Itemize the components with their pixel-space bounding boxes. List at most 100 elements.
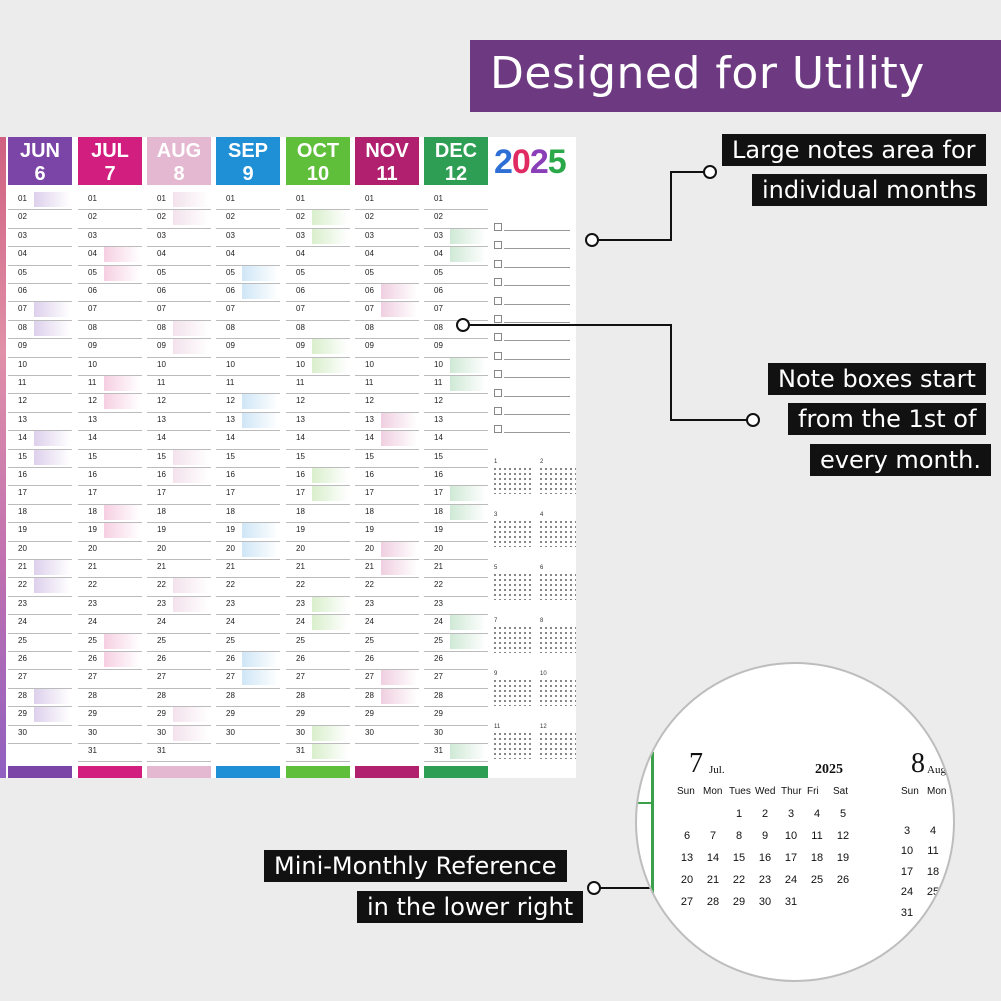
day-row: 04 [78,246,142,266]
month-number: 9 [242,163,254,185]
day-row: 15 [355,449,419,468]
day-row: 22 [216,577,280,597]
day-note-box [104,542,140,557]
day-note-box [312,596,348,612]
day-note-box [173,247,209,262]
day-note-box [104,229,140,244]
day-row: 07 [424,301,488,321]
day-note-box [104,302,140,317]
day-number: 15 [18,451,27,461]
date-cell: 9 [761,830,769,842]
day-number: 18 [365,506,374,516]
dec-column-line [637,802,654,804]
day-row: 05 [78,265,142,284]
day-note-box [312,192,348,207]
day-number: 26 [226,654,235,663]
zoom-month-b-number: 8 [911,748,925,779]
day-number: 04 [18,249,27,259]
day-note-box [450,652,486,667]
mini-month-dates [540,627,576,653]
weekday-label: Fri [807,786,819,797]
day-note-box [34,302,70,318]
day-note-box [450,468,486,483]
day-row: 04 [147,246,211,266]
note-rule [504,340,570,342]
day-note-box [242,486,278,501]
day-row: 20 [8,541,72,560]
day-number: 17 [18,488,27,498]
note-line [494,258,570,270]
day-note-box [34,578,70,594]
note-checkbox [494,241,502,250]
note-rule [504,266,570,268]
month-number: 11 [376,163,398,185]
day-note-box [104,670,140,685]
day-row: 02 [286,209,350,229]
day-number: 12 [18,396,27,406]
day-number: 23 [365,598,374,608]
date-cell: 4 [813,808,821,820]
day-note-box [104,265,140,281]
day-number: 10 [296,359,305,369]
day-note-box [34,597,70,612]
day-row: 30 [147,725,211,744]
day-note-box [34,266,70,281]
day-row: 22 [424,577,488,597]
day-row: 22 [78,577,142,597]
month-header: JUN 6 [8,137,72,185]
day-number: 08 [88,322,97,332]
day-note-box [173,302,209,317]
note-line [494,405,570,417]
day-note-box [242,321,278,336]
day-note-box [312,247,348,262]
day-row: 03 [286,228,350,248]
date-cell: 31 [784,896,798,908]
day-number: 09 [296,341,305,351]
day-row: 02 [78,209,142,229]
day-row: 17 [78,485,142,505]
note-line [494,276,570,288]
day-number: 21 [434,562,443,571]
connector-dot [456,318,470,332]
connector-dot [703,165,717,179]
day-number: 21 [18,562,27,571]
day-number: 28 [296,690,305,700]
day-row: 25 [355,633,419,652]
day-row: 14 [424,430,488,450]
date-cell: 10 [784,830,798,842]
day-note-box [381,431,417,447]
day-note-box [242,450,278,465]
day-row: 13 [286,412,350,432]
date-cell: 6 [683,830,691,842]
day-row: 03 [78,228,142,248]
day-row: 21 [424,559,488,579]
day-number: 30 [88,727,97,737]
day-note-box [312,228,348,244]
day-row: 01 [8,191,72,211]
day-number: 24 [226,617,235,627]
day-row: 09 [424,338,488,358]
day-note-box [104,376,140,391]
mini-month-number: 4 [540,512,544,518]
day-number: 08 [365,322,374,332]
day-number: 23 [88,598,97,608]
day-row: 30 [216,725,280,744]
date-cell: 3 [787,808,795,820]
date-cell: 2 [761,808,769,820]
day-number: 25 [434,635,443,645]
day-number: 01 [226,194,235,203]
day-note-box [104,707,140,722]
day-note-box [104,339,140,354]
day-note-box [34,449,70,465]
month-header: JUL 7 [78,137,142,185]
day-row: 24 [355,614,419,634]
day-row: 15 [78,449,142,468]
day-number: 17 [296,488,305,498]
weekday-label: Sun [901,786,919,797]
day-row: 17 [424,485,488,505]
day-number: 29 [157,709,166,719]
day-note-box [34,486,70,501]
day-row: 11 [216,375,280,395]
day-row: 11 [8,375,72,395]
day-note-box [34,339,70,354]
